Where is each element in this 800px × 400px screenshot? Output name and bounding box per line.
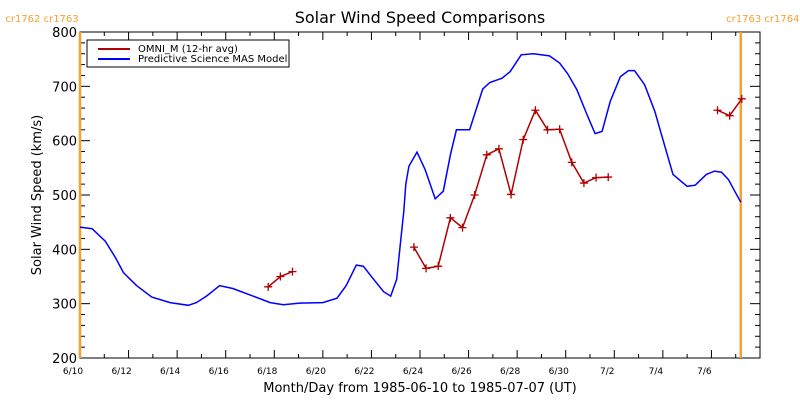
y-axis-title: Solar Wind Speed (km/s) bbox=[30, 115, 45, 275]
axis-ticks: 200 300 400 500 600 700 800 6/10 6/12 6/14 6/16 6/1… bbox=[52, 26, 761, 377]
data-point-marker bbox=[592, 173, 601, 182]
legend-label-mas: Predictive Science MAS Model bbox=[138, 54, 287, 65]
x-tick-label: 6/10 bbox=[63, 367, 83, 377]
data-point-marker bbox=[264, 282, 273, 291]
carrington-marker-label: cr1762 cr1763 bbox=[5, 14, 78, 25]
data-point-marker bbox=[409, 243, 418, 252]
y-tick-label: 400 bbox=[52, 243, 77, 258]
data-point-marker bbox=[458, 223, 467, 232]
x-tick-label: 6/28 bbox=[500, 367, 520, 377]
data-point-marker bbox=[446, 213, 455, 222]
data-point-marker bbox=[482, 150, 491, 159]
data-point-marker bbox=[555, 125, 564, 134]
data-point-marker bbox=[725, 111, 734, 120]
plot-frame bbox=[79, 31, 761, 359]
data-point-marker bbox=[567, 158, 576, 167]
x-tick-label: 6/20 bbox=[306, 367, 326, 377]
y-tick-label: 200 bbox=[52, 352, 77, 367]
series-line bbox=[79, 52, 742, 307]
x-tick-label: 7/4 bbox=[649, 367, 664, 377]
x-tick-label: 7/6 bbox=[697, 367, 712, 377]
data-point-marker bbox=[507, 190, 516, 199]
legend: OMNI_M (12-hr avg) Predictive Science MA… bbox=[86, 39, 290, 68]
y-tick-label: 500 bbox=[52, 189, 77, 204]
data-point-marker bbox=[434, 262, 443, 271]
data-point-marker bbox=[422, 264, 431, 273]
carrington-marker-label: cr1763 cr1764 bbox=[726, 14, 799, 25]
x-tick-label: 6/30 bbox=[549, 367, 569, 377]
x-tick-label: 6/26 bbox=[451, 367, 471, 377]
data-point-marker bbox=[288, 267, 297, 276]
carrington-markers: cr1762 cr1763 cr1763 cr1764 bbox=[5, 14, 799, 358]
y-tick-label: 700 bbox=[52, 80, 77, 95]
data-point-marker bbox=[531, 106, 540, 115]
data-point-marker bbox=[543, 125, 552, 134]
data-point-marker bbox=[276, 272, 285, 281]
x-tick-label: 6/12 bbox=[111, 367, 131, 377]
y-tick-label: 300 bbox=[52, 298, 77, 313]
x-axis-title: Month/Day from 1985-06-10 to 1985-07-07 … bbox=[263, 381, 576, 396]
data-point-marker bbox=[579, 179, 588, 188]
x-tick-label: 6/22 bbox=[354, 367, 374, 377]
y-tick-label: 600 bbox=[52, 135, 77, 150]
x-tick-label: 6/24 bbox=[403, 367, 423, 377]
data-point-marker bbox=[604, 173, 613, 182]
y-tick-label: 800 bbox=[52, 26, 77, 41]
data-point-marker bbox=[519, 135, 528, 144]
x-tick-label: 6/18 bbox=[257, 367, 277, 377]
chart-title: Solar Wind Speed Comparisons bbox=[295, 8, 546, 27]
x-tick-label: 7/2 bbox=[600, 367, 614, 377]
x-tick-label: 6/16 bbox=[209, 367, 229, 377]
series-lines bbox=[79, 52, 746, 307]
data-point-marker bbox=[737, 94, 746, 103]
data-point-marker bbox=[494, 144, 503, 153]
x-tick-label: 6/14 bbox=[160, 367, 180, 377]
data-point-marker bbox=[470, 191, 479, 199]
legend-label-omni: OMNI_M (12-hr avg) bbox=[138, 44, 238, 55]
legend-box bbox=[86, 39, 290, 68]
data-point-marker bbox=[713, 106, 722, 115]
